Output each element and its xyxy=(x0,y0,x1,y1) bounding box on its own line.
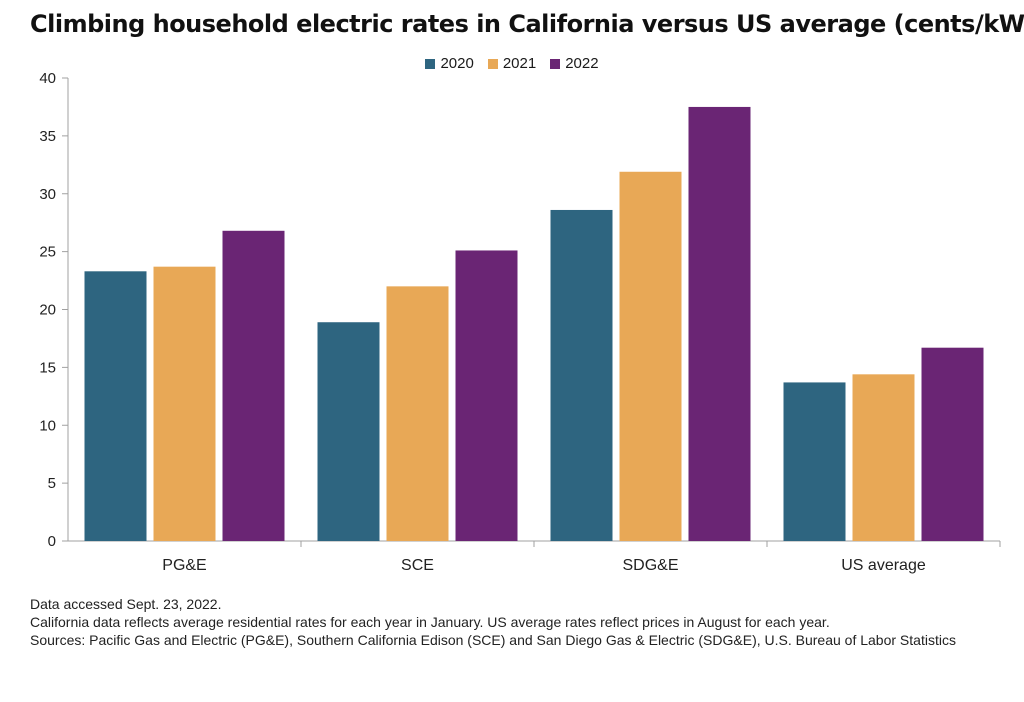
bar-2020 xyxy=(550,209,613,541)
bar-2021 xyxy=(386,286,449,541)
x-tick-label: SCE xyxy=(401,557,434,574)
chart-legend: 2020 2021 2022 xyxy=(0,55,1024,72)
bar-chart: 0 5 10 15 20 25 30 35 40 PG&E SCE SDG&E US average xyxy=(39,70,1001,574)
y-tick-label: 10 xyxy=(39,417,56,434)
bar-2021 xyxy=(153,266,216,541)
y-tick-label: 30 xyxy=(39,186,56,203)
bar-2022 xyxy=(455,250,518,541)
bar-2020 xyxy=(783,382,846,541)
bar-2021 xyxy=(619,171,682,541)
legend-item-2021: 2021 xyxy=(487,55,537,72)
bar-2022 xyxy=(222,230,285,542)
bar-2022 xyxy=(688,106,751,541)
y-tick-label: 35 xyxy=(39,128,56,145)
legend-swatch-2020 xyxy=(425,58,436,69)
chart-notes: Data accessed Sept. 23, 2022. California… xyxy=(30,595,1000,649)
x-tick-label: SDG&E xyxy=(622,557,678,574)
x-tick-label: PG&E xyxy=(162,557,206,574)
legend-label-2021: 2021 xyxy=(502,55,537,72)
bar-2022 xyxy=(921,347,984,541)
legend-label-2022: 2022 xyxy=(565,55,599,72)
bar-2021 xyxy=(852,374,915,541)
y-tick-label: 25 xyxy=(39,244,56,261)
legend-item-2020: 2020 xyxy=(425,55,474,72)
y-tick-label: 0 xyxy=(48,533,56,550)
legend-swatch-2021 xyxy=(487,58,498,69)
x-tick-label: US average xyxy=(841,557,926,574)
y-tick-label: 15 xyxy=(39,359,56,376)
bar-2020 xyxy=(84,271,147,541)
chart-title: Climbing household electric rates in Cal… xyxy=(30,10,1024,38)
y-tick-label: 20 xyxy=(39,302,56,319)
legend-label-2020: 2020 xyxy=(440,55,474,72)
note-sources: Sources: Pacific Gas and Electric (PG&E)… xyxy=(30,632,956,648)
legend-swatch-2022 xyxy=(550,58,561,69)
y-tick-label: 40 xyxy=(39,70,56,87)
bar-2020 xyxy=(317,322,380,541)
legend-item-2022: 2022 xyxy=(550,55,599,72)
y-tick-label: 5 xyxy=(48,475,56,492)
note-data-accessed: Data accessed Sept. 23, 2022. xyxy=(30,596,222,612)
note-methodology: California data reflects average residen… xyxy=(30,614,830,630)
